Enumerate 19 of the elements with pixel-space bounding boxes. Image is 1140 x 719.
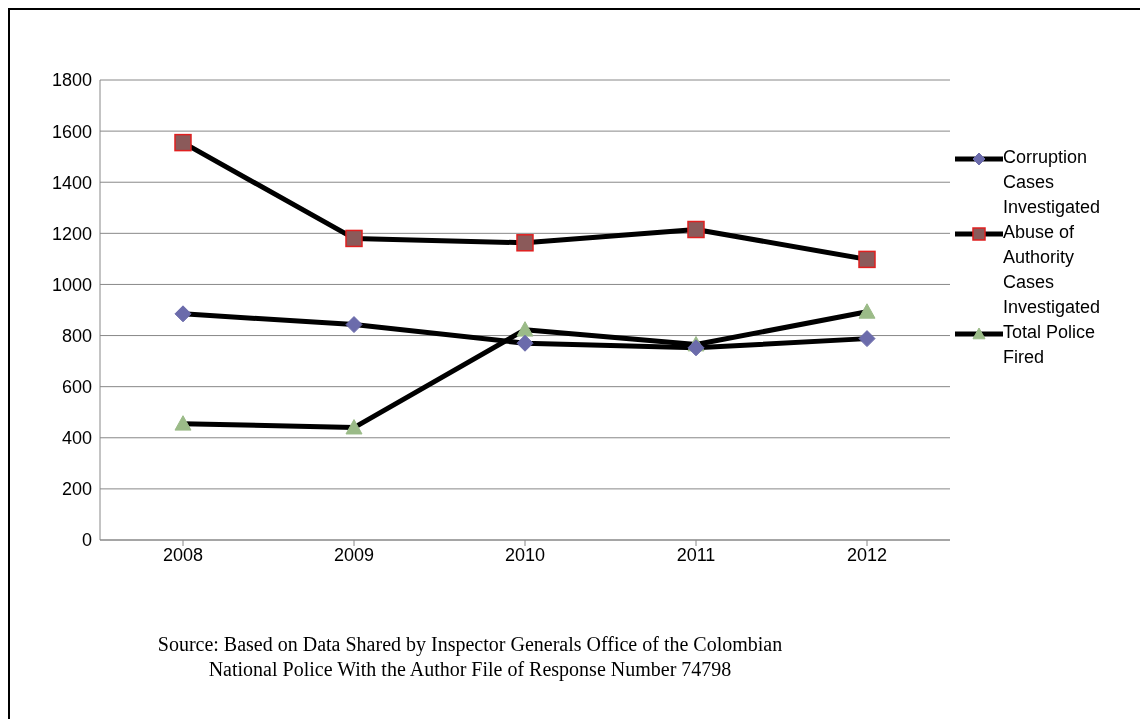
y-tick-label: 800 (61, 325, 92, 346)
x-tick-label: 2009 (333, 544, 375, 565)
source-note: Source: Based on Data Shared by Inspector Generals Office of the Colombian National Police With the Author File of Response Number 74798 (156, 632, 784, 682)
x-tick-label: 2008 (162, 544, 204, 565)
y-tick-label: 0 (81, 530, 92, 551)
y-tick-label: 1600 (51, 121, 92, 142)
legend-label: Abuse of Authority Cases Investigated (1003, 221, 1102, 319)
y-tick-label: 1400 (51, 172, 92, 193)
x-tick-label: 2012 (846, 544, 888, 565)
y-tick-label: 1200 (51, 223, 92, 244)
y-tick-label: 1800 (51, 70, 92, 91)
x-tick-label: 2011 (676, 544, 716, 565)
legend-label: Total Police Fired (1003, 321, 1097, 369)
legend-label: Corruption Cases Investigated (1003, 146, 1102, 219)
x-tick-label: 2010 (504, 544, 546, 565)
y-tick-label: 200 (61, 479, 92, 500)
y-tick-label: 400 (61, 428, 92, 449)
y-tick-label: 600 (61, 377, 92, 398)
y-tick-label: 1000 (51, 274, 92, 295)
